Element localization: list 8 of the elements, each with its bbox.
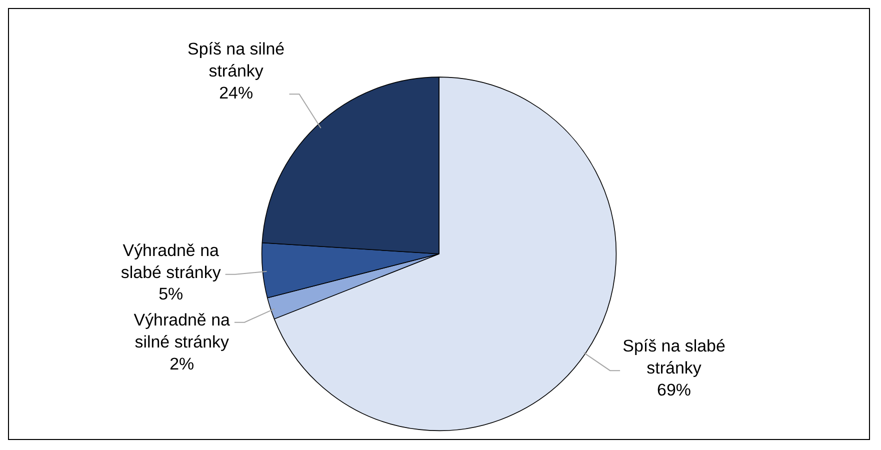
slice-label: Spíš na slabé stránky: [622, 336, 726, 378]
slice-label: Spíš na silné stránky: [188, 40, 285, 80]
data-label: 24%: [219, 83, 254, 102]
slice-label: Výhradně na slabé stránky: [120, 240, 222, 282]
data-label: 69%: [657, 380, 691, 400]
data-label: 5%: [158, 284, 184, 304]
data-label: 2%: [170, 354, 194, 374]
slice-label: Výhradně na silné stránky: [134, 310, 231, 352]
